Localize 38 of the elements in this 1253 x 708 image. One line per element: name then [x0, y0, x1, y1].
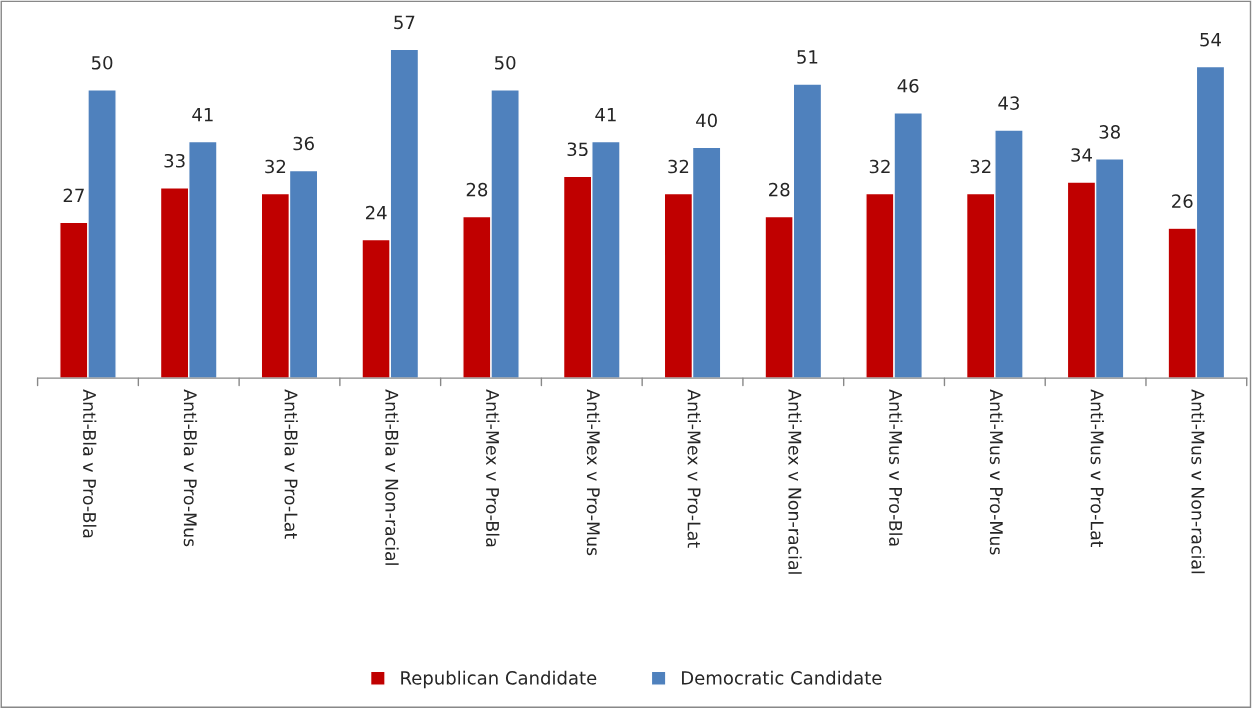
x-tick-label: Anti-Mex v Pro-Mus [586, 389, 601, 556]
x-tick-label: Anti-Mex v Pro-Lat [687, 389, 701, 548]
data-label: 33 [164, 153, 185, 168]
data-label: 27 [63, 188, 84, 202]
data-label: 41 [192, 108, 213, 122]
data-label: 35 [567, 142, 588, 157]
x-tick-label: Anti-Mus v Non-racial [1191, 389, 1205, 574]
data-label: 26 [1172, 194, 1193, 208]
x-tick-label: Anti-Mus v Pro-Bla [889, 389, 903, 546]
data-label: 38 [1099, 125, 1120, 139]
data-label: 41 [595, 108, 616, 122]
data-label: 36 [293, 136, 314, 151]
data-label: 57 [394, 15, 415, 30]
x-tick-label: Anti-Bla v Pro-Mus [183, 389, 198, 547]
x-tick-label: Anti-Mex v Pro-Bla [485, 389, 500, 547]
data-label: 32 [668, 159, 689, 174]
data-label: 50 [91, 55, 113, 70]
data-label: 34 [1071, 148, 1092, 162]
x-tick-label: Anti-Mus v Pro-Mus [989, 389, 1004, 555]
data-label: 43 [998, 96, 1019, 110]
legend-label: Democratic Candidate [682, 670, 882, 685]
data-label: 51 [797, 50, 818, 64]
x-tick-label: Anti-Mex v Non-racial [788, 389, 802, 574]
x-tick-label: Anti-Bla v Pro-Lat [284, 389, 298, 539]
legend-label: Republican Candidate [401, 670, 597, 689]
x-tick-label: Anti-Bla v Pro-Bla [82, 389, 97, 538]
data-label: 24 [365, 205, 387, 220]
data-label: 40 [696, 113, 717, 128]
data-label: 32 [970, 159, 991, 174]
x-tick-label: Anti-Mus v Pro-Lat [1090, 389, 1104, 548]
data-label: 28 [466, 182, 488, 197]
data-label: 54 [1200, 33, 1221, 47]
data-label: 32 [265, 159, 286, 174]
data-label: 28 [769, 182, 790, 197]
x-tick-label: Anti-Bla v Non-racial [385, 389, 399, 565]
data-label: 50 [495, 55, 516, 70]
data-label: 46 [897, 78, 919, 93]
data-label: 32 [869, 159, 890, 174]
